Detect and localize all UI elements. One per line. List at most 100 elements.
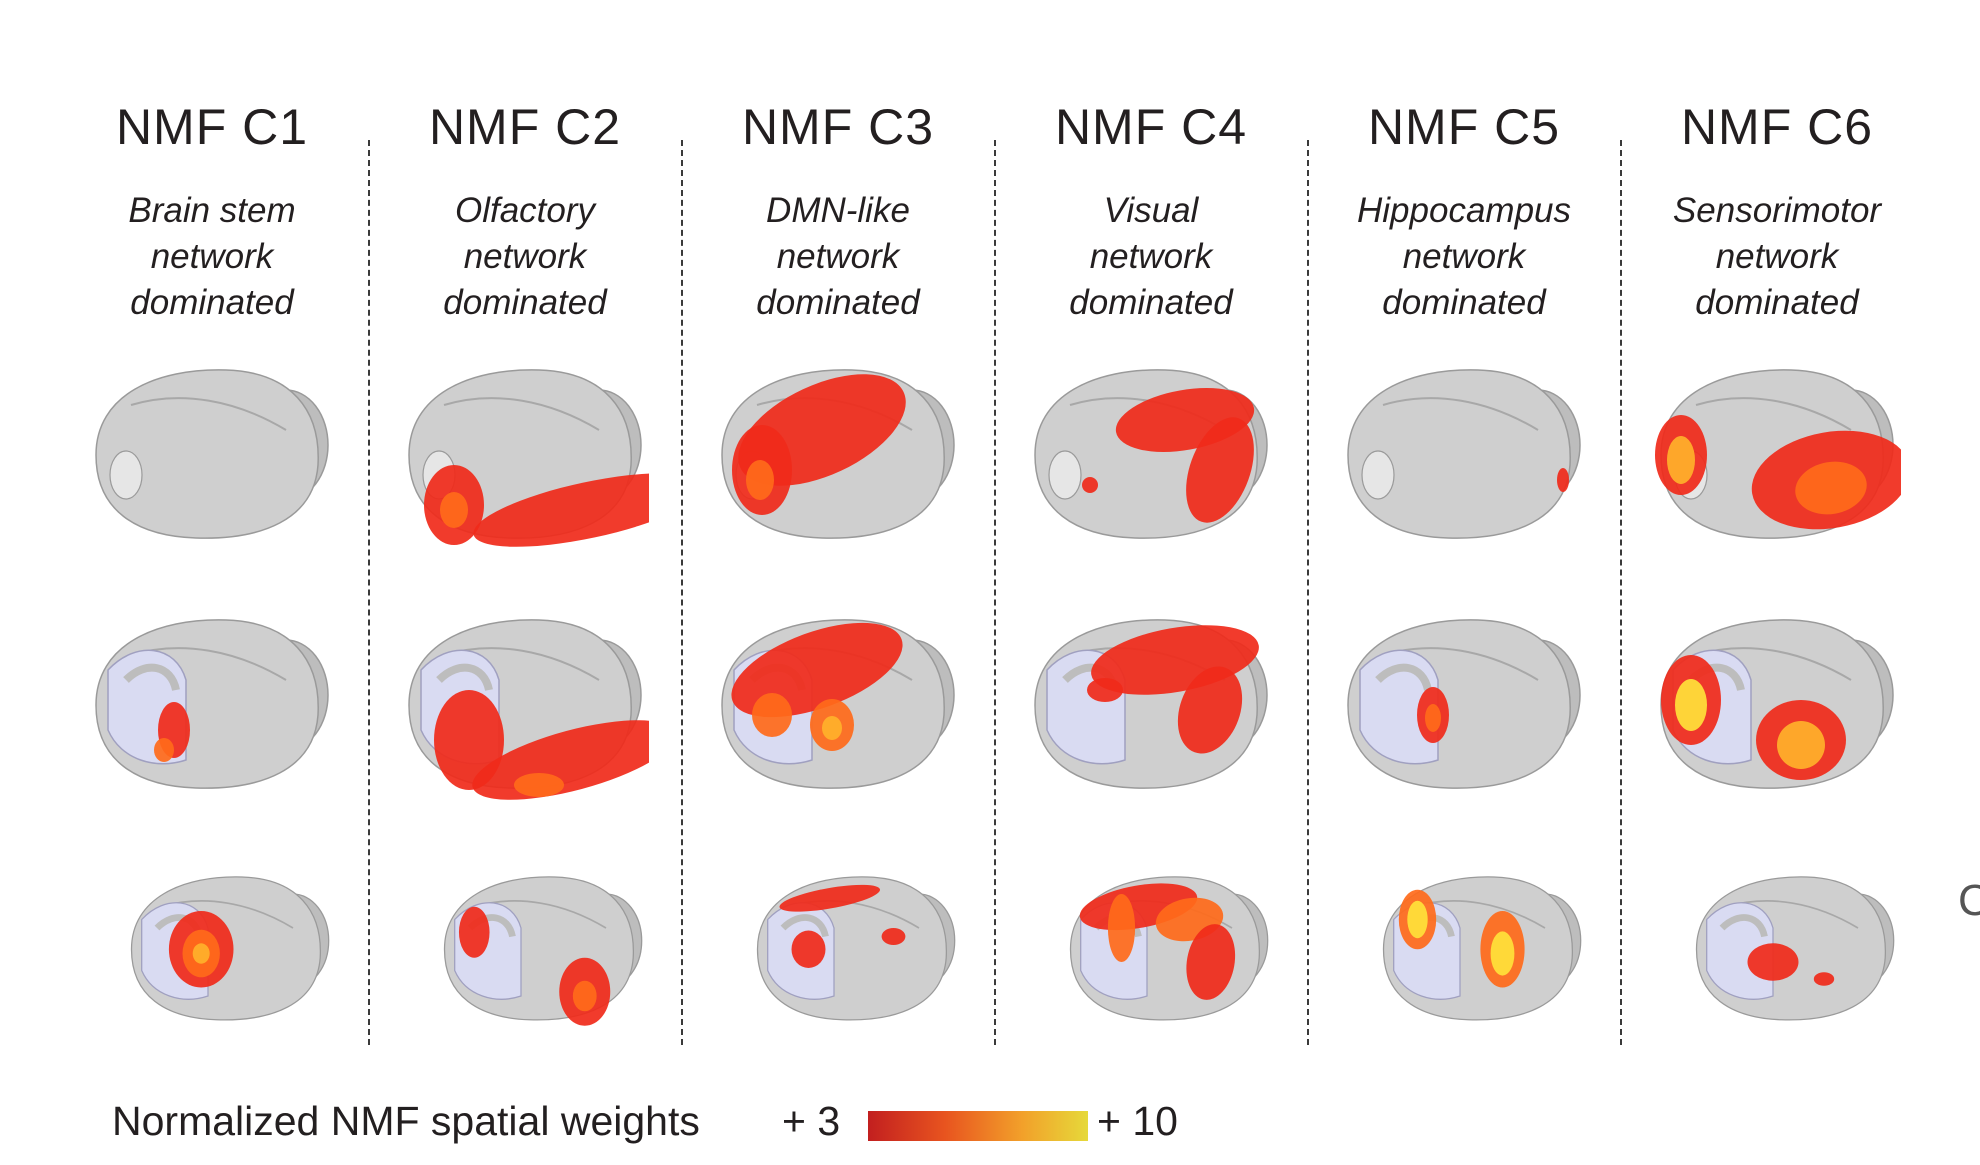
- activation-blob: [1107, 894, 1136, 962]
- column-divider: [994, 140, 996, 1045]
- activation-blob: [746, 460, 774, 500]
- column-subtitle-c6: Sensorimotor network dominated: [1627, 188, 1927, 326]
- brain-render-cut: [1034, 619, 1268, 789]
- subtitle-line: dominated: [756, 283, 920, 322]
- column-title-c3: NMF C3: [741, 99, 935, 155]
- olfactory-bulb: [109, 450, 143, 500]
- activation-blob: [1082, 477, 1098, 493]
- activation-blob: [822, 716, 842, 740]
- column-divider: [368, 140, 370, 1045]
- activation-blob: [1667, 436, 1695, 484]
- activation-blob: [779, 884, 881, 912]
- activation-blob: [473, 473, 649, 547]
- activation-blob: [440, 492, 468, 528]
- column-title-c6: NMF C6: [1680, 99, 1874, 155]
- colorbar-gradient: [868, 1111, 1088, 1141]
- white-matter-band: [1375, 663, 1432, 692]
- brain-render-cut: [721, 619, 955, 789]
- activation-blob: [1425, 704, 1441, 732]
- subtitle-line: dominated: [1695, 283, 1859, 322]
- cropped-panel-letter: C: [1958, 876, 1980, 925]
- brain-render-cut: [1347, 619, 1581, 789]
- white-matter-band: [1719, 914, 1768, 938]
- activation-blob: [1490, 931, 1515, 976]
- activation-blob: [791, 930, 826, 968]
- brain-render-whole: [1034, 369, 1268, 539]
- subtitle-line: Visual: [1103, 191, 1199, 230]
- brain-render-section: [756, 876, 956, 1021]
- activation-blob: [458, 906, 490, 958]
- brain-render-whole: [1655, 369, 1901, 539]
- activation-blob: [1407, 900, 1428, 939]
- subtitle-line: dominated: [1069, 283, 1233, 322]
- activation-blob: [1813, 972, 1835, 986]
- brain-render-whole: [1347, 369, 1581, 539]
- subtitle-line: network: [463, 237, 587, 276]
- brain-render-cut: [1660, 619, 1894, 789]
- activation-blob: [192, 943, 210, 964]
- column-subtitle-c4: Visual network dominated: [1001, 188, 1301, 326]
- brain-render-cut: [95, 619, 329, 789]
- activation-blob: [1675, 679, 1707, 731]
- activation-blob: [154, 738, 174, 762]
- cortex-shape: [95, 369, 319, 539]
- subtitle-line: dominated: [130, 283, 294, 322]
- subtitle-line: Hippocampus: [1357, 191, 1571, 230]
- brain-render-section: [1069, 876, 1269, 1021]
- white-matter-band: [780, 914, 829, 938]
- brain-render-whole: [721, 369, 955, 539]
- colorbar-min-label: + 3: [782, 1098, 841, 1144]
- activation-blob: [752, 693, 792, 737]
- colorbar-label: Normalized NMF spatial weights: [112, 1098, 700, 1144]
- subtitle-line: network: [1089, 237, 1213, 276]
- subtitle-line: Sensorimotor: [1672, 191, 1882, 230]
- column-subtitle-c2: Olfactory network dominated: [375, 188, 675, 326]
- brain-render-whole: [95, 369, 329, 539]
- midline-groove: [130, 397, 287, 431]
- brain-render-section: [130, 876, 330, 1021]
- column-title-c1: NMF C1: [115, 99, 309, 155]
- midline-groove: [443, 397, 600, 431]
- olfactory-bulb: [1048, 450, 1082, 500]
- activation-blob: [1177, 666, 1243, 754]
- column-title-c5: NMF C5: [1367, 99, 1561, 155]
- brain-render-section: [1382, 876, 1582, 1021]
- cortex-shape: [1347, 369, 1571, 539]
- white-matter-band: [436, 663, 493, 692]
- activation-blob: [1747, 943, 1799, 981]
- activation-blob: [514, 773, 564, 797]
- white-matter-band: [123, 663, 180, 692]
- activation-blob: [1795, 461, 1867, 515]
- activation-blob: [1777, 721, 1825, 769]
- olfactory-bulb: [1361, 450, 1395, 500]
- brain-render-whole: [408, 369, 649, 547]
- subtitle-line: dominated: [1382, 283, 1546, 322]
- column-subtitle-c1: Brain stem network dominated: [62, 188, 362, 326]
- subtitle-line: network: [1402, 237, 1526, 276]
- subtitle-line: dominated: [443, 283, 607, 322]
- subtitle-line: DMN-like: [766, 191, 910, 230]
- activation-blob: [434, 690, 504, 790]
- column-subtitle-c3: DMN-like network dominated: [688, 188, 988, 326]
- brain-render-section: [1695, 876, 1895, 1021]
- colorbar: [868, 1111, 1088, 1141]
- column-title-c4: NMF C4: [1054, 99, 1248, 155]
- column-divider: [681, 140, 683, 1045]
- activation-blob: [572, 980, 597, 1012]
- subtitle-line: network: [1715, 237, 1839, 276]
- activation-blob: [1186, 924, 1236, 1000]
- column-subtitle-c5: Hippocampus network dominated: [1314, 188, 1614, 326]
- brain-render-section: [443, 876, 643, 1026]
- activation-blob: [881, 928, 906, 945]
- column-divider: [1620, 140, 1622, 1045]
- colorbar-max-label: + 10: [1097, 1098, 1178, 1144]
- subtitle-line: Olfactory: [454, 191, 596, 230]
- column-title-c2: NMF C2: [428, 99, 622, 155]
- midline-groove: [1382, 397, 1539, 431]
- subtitle-line: network: [150, 237, 274, 276]
- midline-groove: [1695, 397, 1852, 431]
- subtitle-line: Brain stem: [128, 191, 296, 230]
- brain-render-cut: [408, 619, 649, 800]
- activation-blob: [1557, 468, 1569, 492]
- activation-blob: [1087, 678, 1123, 702]
